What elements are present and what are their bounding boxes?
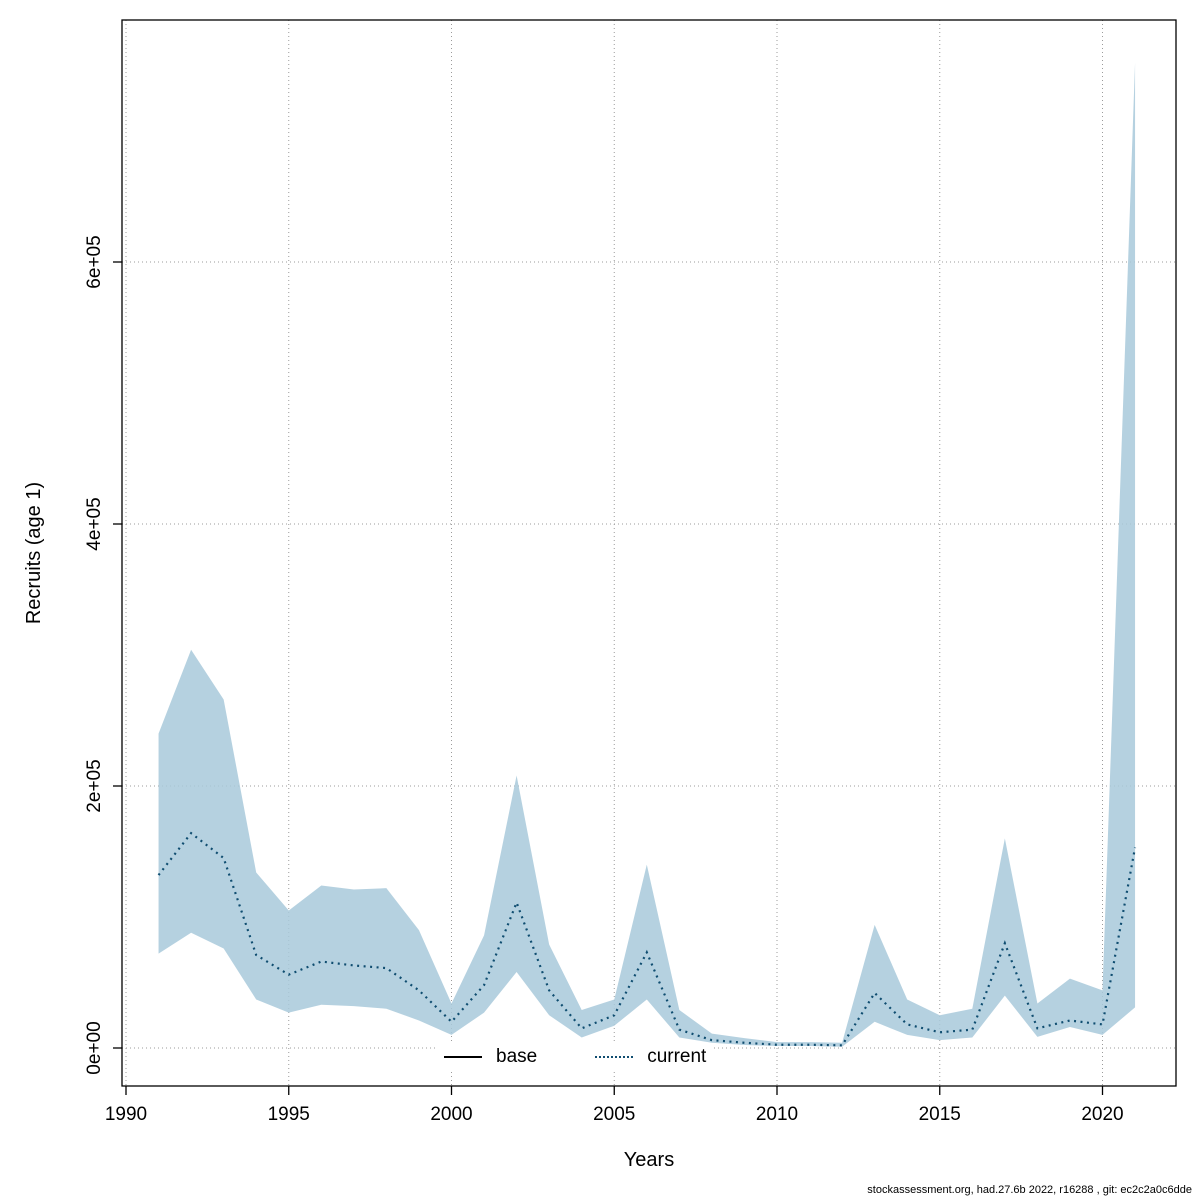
legend-item-current: current xyxy=(595,1046,706,1068)
y-tick-label: 4e+05 xyxy=(84,497,105,550)
x-axis-title: Years xyxy=(624,1149,674,1171)
current-line-sample-icon xyxy=(595,1056,634,1058)
y-axis-title: Recruits (age 1) xyxy=(23,482,45,624)
plot-border xyxy=(121,19,1177,1087)
legend-label-base: base xyxy=(496,1046,538,1067)
axis-ticks xyxy=(113,261,1104,1095)
y-tick-label: 2e+05 xyxy=(84,759,105,812)
chart-legend: base current xyxy=(438,1044,713,1070)
legend-label-current: current xyxy=(647,1046,707,1067)
x-tick-label: 1995 xyxy=(268,1104,310,1125)
x-tick-label: 2020 xyxy=(1081,1104,1123,1125)
y-tick-label: 6e+05 xyxy=(84,235,105,288)
current-series-line xyxy=(157,831,1137,1047)
x-tick-label: 2015 xyxy=(919,1104,961,1125)
legend-item-base: base xyxy=(444,1046,537,1068)
x-tick-label: 2000 xyxy=(430,1104,472,1125)
gridlines xyxy=(122,20,1176,1086)
x-tick-label: 2010 xyxy=(756,1104,798,1125)
x-tick-label: 1990 xyxy=(105,1104,147,1125)
x-tick-label: 2005 xyxy=(593,1104,635,1125)
axis-tick-labels: 1990 1995 2000 2005 2010 2015 2020 0e+00 2e+05 4e… xyxy=(84,235,1124,1125)
source-attribution: stockassessment.org, had.27.6b 2022, r16… xyxy=(867,1184,1192,1196)
y-tick-label: 0e+00 xyxy=(84,1021,105,1074)
confidence-band xyxy=(158,62,1136,1047)
base-line-sample-icon xyxy=(444,1056,482,1058)
